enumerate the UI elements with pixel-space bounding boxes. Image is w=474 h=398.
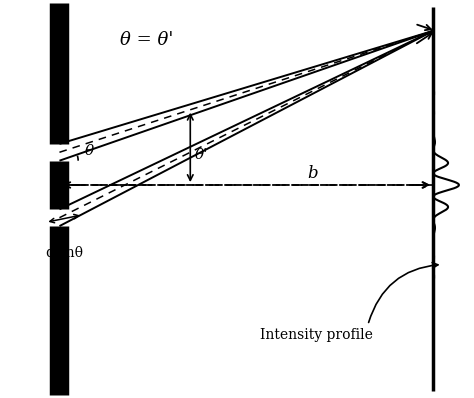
Text: θ = θ': θ = θ': [120, 31, 173, 49]
Text: b: b: [307, 165, 318, 182]
Text: dsinθ: dsinθ: [46, 246, 83, 260]
Text: Intensity profile: Intensity profile: [260, 328, 373, 342]
Text: θ: θ: [85, 144, 94, 158]
Text: θ': θ': [195, 148, 209, 162]
